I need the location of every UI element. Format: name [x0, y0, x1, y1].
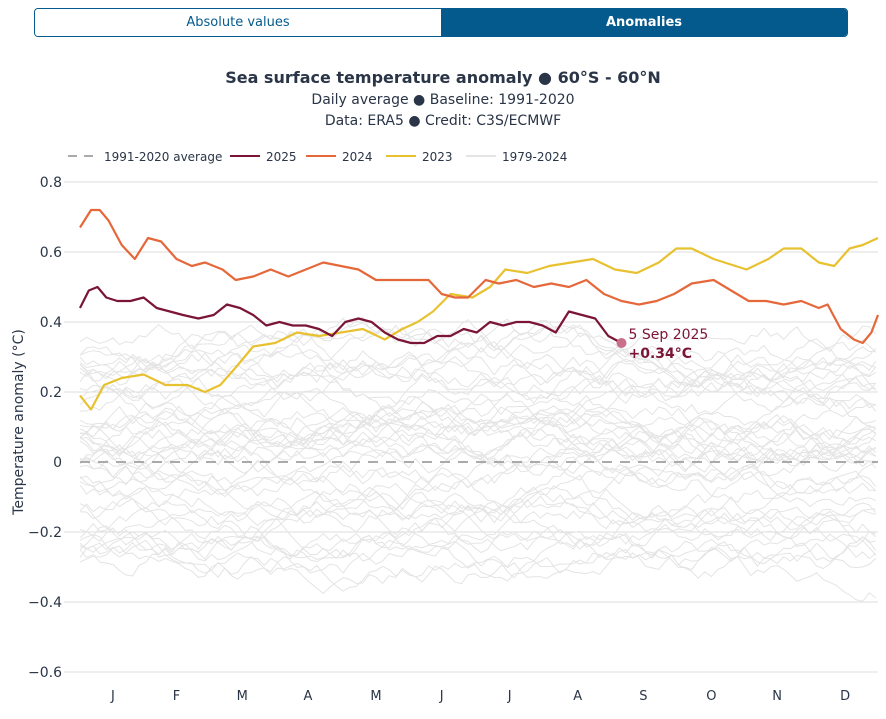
background-year-line [79, 505, 876, 554]
background-years-lines [79, 316, 877, 602]
background-year-line [79, 353, 876, 389]
x-tick-label: A [573, 689, 582, 704]
background-year-line [79, 351, 876, 400]
legend-label: 1991-2020 average [104, 150, 222, 164]
background-year-line [79, 371, 877, 429]
x-tick-label: J [439, 689, 444, 704]
x-tick-label: S [639, 689, 647, 704]
background-year-line [79, 409, 877, 469]
background-year-line [79, 350, 877, 404]
y-tick-label: 0.2 [40, 385, 62, 401]
legend-label: 2023 [422, 150, 453, 164]
y-tick-label: 0.8 [40, 175, 62, 191]
background-year-line [79, 470, 877, 521]
background-year-line [79, 384, 877, 443]
annotation-value: +0.34°C [629, 346, 693, 362]
y-tick-label: 0.6 [40, 245, 62, 261]
y-tick-label: −0.4 [28, 595, 62, 611]
background-year-line [79, 324, 877, 386]
chart-subtitle-1: Daily average ● Baseline: 1991-2020 [311, 92, 575, 108]
background-year-line [79, 531, 877, 582]
background-year-line [79, 482, 876, 533]
view-toggle: Absolute values Anomalies [34, 8, 848, 37]
x-tick-label: F [173, 689, 180, 704]
annotation-date: 5 Sep 2025 [629, 327, 709, 343]
legend-label: 2024 [342, 150, 373, 164]
background-year-line [79, 540, 877, 595]
x-tick-label: J [110, 689, 115, 704]
background-year-line [79, 387, 876, 445]
x-tick-label: M [370, 689, 381, 704]
y-tick-label: 0.4 [40, 315, 62, 331]
annotation: 5 Sep 2025 +0.34°C [616, 327, 709, 362]
background-year-line [79, 415, 877, 468]
anomalies-button[interactable]: Anomalies [441, 9, 847, 36]
y-tick-label: −0.2 [28, 525, 62, 541]
x-tick-label: O [706, 689, 716, 704]
x-tick-label: D [840, 689, 850, 704]
background-year-line [79, 318, 877, 387]
background-year-line [79, 428, 877, 489]
background-year-line [79, 460, 876, 510]
chart-titles: Sea surface temperature anomaly ● 60°S -… [0, 66, 886, 132]
background-year-line [79, 502, 877, 577]
y-tick-label: −0.6 [28, 665, 62, 681]
series-line-2024 [79, 208, 880, 345]
y-tick-label: 0 [53, 455, 62, 471]
grid-lines [64, 181, 878, 673]
legend-item-2023[interactable]: 2023 [386, 150, 453, 164]
background-year-line [79, 323, 877, 388]
series-line-2023 [79, 236, 879, 411]
background-year-line [79, 490, 876, 552]
chart-subtitle-2: Data: ERA5 ● Credit: C3S/ECMWF [324, 113, 562, 129]
y-axis-label: Temperature anomaly (°C) [11, 329, 27, 516]
chart-title: Sea surface temperature anomaly ● 60°S -… [225, 68, 661, 87]
background-year-line [79, 316, 877, 380]
legend-item-2024[interactable]: 2024 [306, 150, 373, 164]
legend-label: 1979-2024 [502, 150, 567, 164]
background-year-line [79, 391, 877, 443]
background-year-line [79, 428, 877, 481]
x-tick-label: J [507, 689, 512, 704]
background-year-line [79, 533, 877, 592]
legend: 1991-2020 average 2025 2024 2023 1979-2024 [68, 150, 567, 164]
background-year-line [79, 405, 877, 462]
latest-point-marker[interactable] [616, 338, 627, 348]
legend-item-1979-2024[interactable]: 1979-2024 [466, 150, 567, 164]
x-tick-label: N [772, 689, 782, 704]
background-year-line [79, 344, 876, 388]
background-year-line [79, 513, 877, 578]
legend-label: 2025 [266, 150, 297, 164]
background-year-line [79, 453, 877, 514]
background-year-line [79, 490, 877, 561]
background-year-line [79, 363, 877, 406]
series-line-2025 [79, 285, 623, 345]
background-year-line [79, 530, 877, 602]
background-year-line [79, 317, 877, 379]
y-axis-ticks: −0.6 −0.4 −0.2 0 0.2 0.4 0.6 0.8 [28, 175, 62, 681]
series-lines [79, 208, 880, 463]
absolute-values-button[interactable]: Absolute values [35, 9, 441, 36]
background-year-line [79, 415, 877, 460]
background-year-line [79, 368, 876, 435]
background-year-line [79, 446, 877, 510]
legend-item-2025[interactable]: 2025 [230, 150, 297, 164]
x-tick-label: A [304, 689, 313, 704]
x-tick-label: M [237, 689, 248, 704]
background-year-line [79, 507, 876, 558]
legend-item-1991-2020-average[interactable]: 1991-2020 average [68, 150, 222, 164]
